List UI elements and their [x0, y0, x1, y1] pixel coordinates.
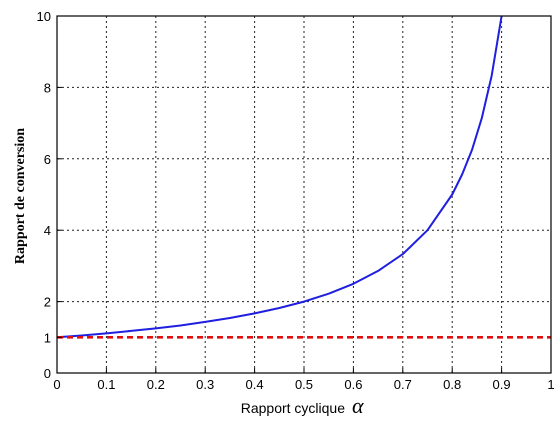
y-tick-label: 8 [44, 80, 51, 95]
y-tick-label: 2 [44, 295, 51, 310]
x-tick-label: 0.3 [196, 377, 214, 392]
tick-marks [56, 15, 552, 374]
grid [57, 16, 551, 373]
x-axis-label: Rapport cyclique [241, 400, 345, 416]
y-tick-label: 6 [44, 152, 51, 167]
x-tick-label: 0.2 [147, 377, 165, 392]
x-tick-label: 0.6 [344, 377, 362, 392]
y-tick-labels: 0 1 2 4 6 8 10 [37, 9, 51, 381]
x-tick-label: 0.7 [394, 377, 412, 392]
x-tick-label: 0.8 [443, 377, 461, 392]
x-tick-label: 0.4 [246, 377, 264, 392]
x-tick-label: 0.9 [493, 377, 511, 392]
plot-frame [56, 15, 552, 374]
y-tick-label: 0 [44, 366, 51, 381]
y-tick-label: 1 [44, 330, 51, 345]
x-axis-symbol: α [352, 393, 364, 418]
y-tick-label: 10 [37, 9, 51, 24]
x-tick-label: 0.1 [97, 377, 115, 392]
x-tick-label: 0.5 [295, 377, 313, 392]
x-tick-label: 1 [547, 377, 554, 392]
x-tick-label: 0 [53, 377, 60, 392]
series-layer [56, 15, 551, 339]
y-axis-label: Rapport de conversion [13, 128, 28, 264]
conversion-curve [56, 15, 503, 339]
x-tick-labels: 0 0.1 0.2 0.3 0.4 0.5 0.6 0.7 0.8 0.9 1 [53, 377, 554, 392]
y-tick-label: 4 [44, 223, 51, 238]
